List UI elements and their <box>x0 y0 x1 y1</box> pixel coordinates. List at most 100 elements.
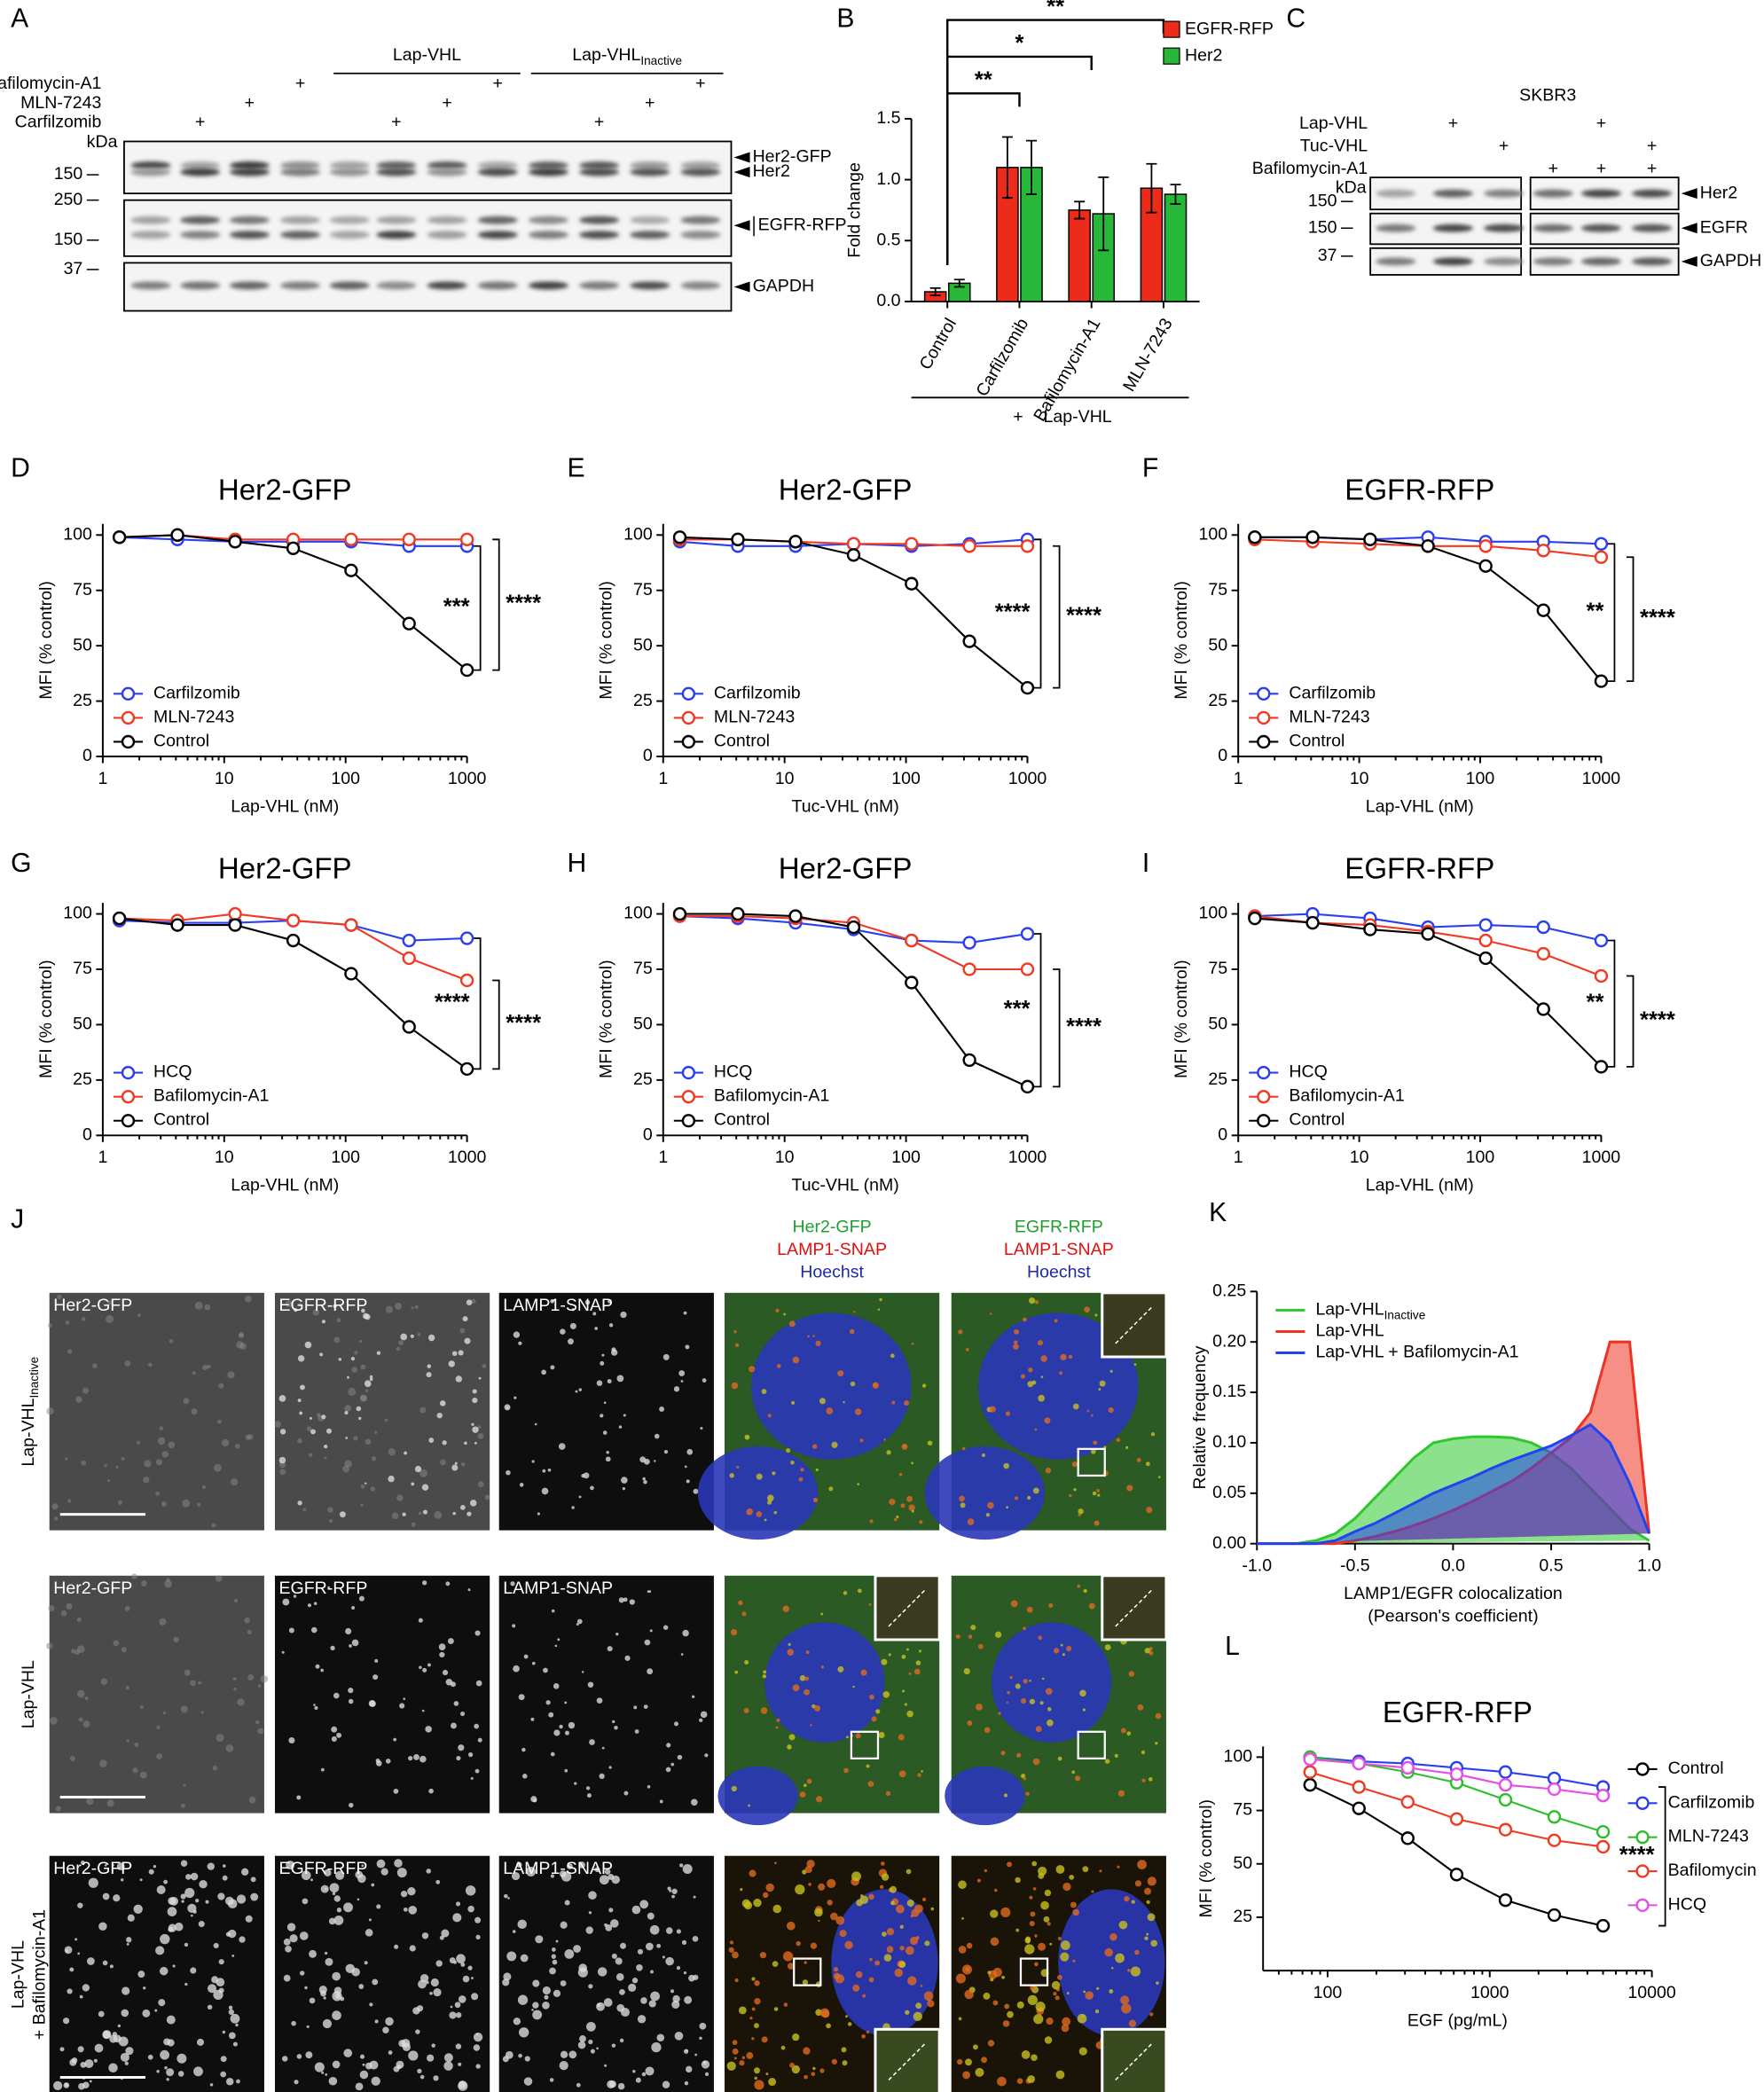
vesicle <box>776 1718 780 1722</box>
vesicle <box>964 1989 974 2000</box>
vesicle <box>1015 1683 1021 1689</box>
vesicle <box>1137 1860 1147 1869</box>
vesicle <box>904 1400 910 1406</box>
label-main: Lap-VHL <box>1315 1321 1384 1341</box>
vesicle <box>607 1646 613 1652</box>
vesicle <box>855 1971 863 1978</box>
vesicle <box>1007 2010 1014 2018</box>
vesicle <box>693 1488 699 1494</box>
vesicle <box>558 1443 566 1450</box>
vesicle <box>289 1934 298 1943</box>
significance-bracket <box>474 937 482 1070</box>
texture <box>309 1453 313 1457</box>
blot-band <box>329 281 370 290</box>
vesicle <box>1077 1584 1081 1588</box>
vesicle <box>503 1972 512 1981</box>
vesicle <box>541 1369 546 1375</box>
vesicle <box>222 1875 228 1881</box>
vesicle <box>1040 1900 1049 1910</box>
blot-panel <box>123 199 733 257</box>
point <box>1449 1812 1464 1826</box>
vesicle <box>739 2060 745 2066</box>
vesicle <box>1114 1753 1118 1758</box>
vesicle <box>1096 1986 1100 1990</box>
vesicle <box>1060 1952 1070 1962</box>
blot-band <box>180 231 221 239</box>
vesicle <box>228 2032 236 2040</box>
vesicle <box>730 1629 738 1636</box>
vesicle <box>176 2053 187 2064</box>
vesicle <box>754 2080 764 2090</box>
vesicle <box>532 1979 540 1987</box>
vesicle <box>594 1327 599 1330</box>
vesicle <box>550 1751 555 1757</box>
band-label: Her2-GFP <box>753 147 832 167</box>
point <box>1595 1918 1611 1933</box>
error-bar <box>929 286 941 297</box>
vesicle <box>517 1919 527 1930</box>
blot-band <box>630 215 670 224</box>
texture <box>360 1485 365 1489</box>
legend-label: Control <box>1668 1759 1724 1778</box>
vesicle <box>862 1994 866 1998</box>
vesicle <box>504 1893 508 1899</box>
texture <box>106 1478 111 1483</box>
vesicle <box>762 1892 769 1899</box>
vesicle <box>1020 1374 1026 1379</box>
vesicle <box>633 1705 638 1710</box>
vesicle <box>555 1939 559 1943</box>
vesicle <box>506 1951 517 1962</box>
vesicle <box>166 2068 175 2077</box>
vesicle <box>806 1778 812 1784</box>
y-tick-label: 0 <box>1218 746 1227 765</box>
point <box>170 528 184 542</box>
vesicle <box>1046 2018 1054 2025</box>
texture <box>324 1456 327 1460</box>
vesicle <box>890 1900 895 1906</box>
panel-letter: G <box>11 849 31 878</box>
vesicle <box>376 1760 382 1767</box>
vesicle <box>519 1483 524 1487</box>
significance-label: ** <box>1587 990 1604 1015</box>
vesicle <box>985 1513 991 1517</box>
vesicle <box>477 1737 482 1743</box>
vesicle <box>596 1697 603 1704</box>
row-label: Lap-VHLInactive <box>19 1357 40 1467</box>
texture <box>237 1698 245 1706</box>
vesicle <box>53 2080 63 2090</box>
vesicle <box>297 1355 305 1362</box>
texture <box>76 1617 82 1623</box>
texture <box>298 1302 302 1307</box>
point <box>1547 1833 1562 1847</box>
label-main: Lap-VHL <box>572 45 640 65</box>
vesicle <box>355 1870 364 1879</box>
vesicle <box>682 1629 689 1637</box>
vesicle <box>1104 1759 1110 1764</box>
point <box>459 662 474 678</box>
blot-band <box>1533 223 1573 232</box>
vesicle <box>760 1707 768 1714</box>
vesicle <box>318 1986 327 1994</box>
vesicle <box>278 1456 286 1464</box>
point <box>1478 951 1493 966</box>
point <box>1536 946 1550 961</box>
vesicle <box>1079 1689 1086 1697</box>
texture <box>182 1499 191 1508</box>
texture <box>183 1398 190 1405</box>
blot-band <box>1376 189 1416 198</box>
point <box>1498 1892 1513 1908</box>
texture <box>244 1295 252 1303</box>
vesicle <box>1109 1933 1117 1941</box>
vesicle <box>802 1979 809 1986</box>
vesicle <box>889 1498 896 1506</box>
vesicle <box>690 1798 698 1806</box>
vesicle <box>868 1977 874 1983</box>
vesicle <box>291 2020 296 2026</box>
vesicle <box>659 1799 663 1804</box>
significance-label: **** <box>1066 603 1102 628</box>
vesicle <box>514 1396 517 1399</box>
vesicle <box>466 1299 473 1305</box>
texture <box>134 1742 139 1747</box>
merge-header: EGFR-RFP <box>1015 1217 1103 1236</box>
vesicle <box>160 2049 170 2060</box>
